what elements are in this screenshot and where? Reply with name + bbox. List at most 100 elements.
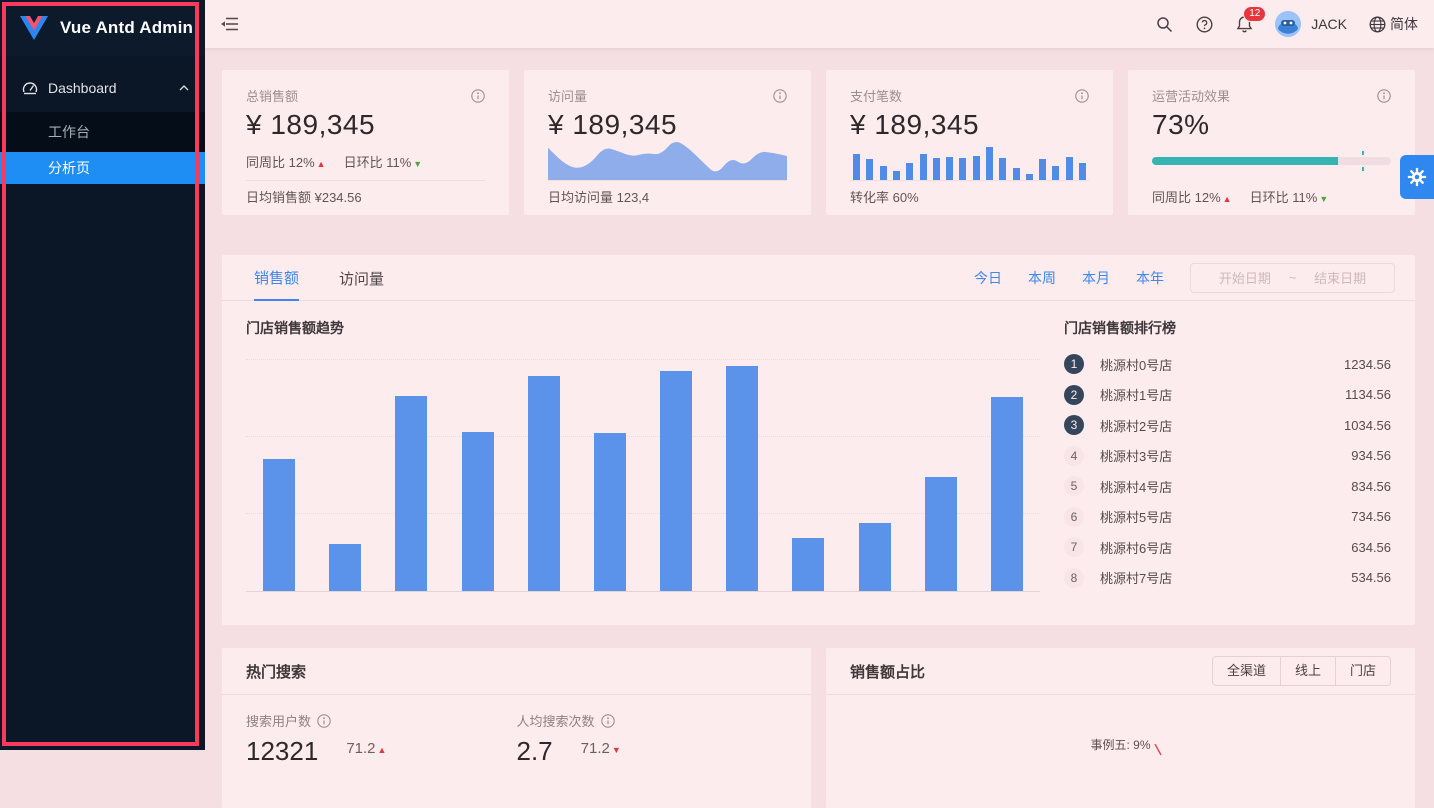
- globe-icon: [1369, 16, 1386, 32]
- gear-icon: [1407, 167, 1427, 187]
- card-value: ¥ 189,345: [548, 109, 678, 140]
- rank-badge: 5: [1064, 476, 1084, 497]
- bar: [972, 156, 980, 180]
- bar: [932, 157, 940, 180]
- stat-card-activity: 运营活动效果 73% 同周比 12% ▲ 日环比 11% ▼: [1128, 70, 1415, 215]
- channel-store-button[interactable]: 门店: [1335, 656, 1391, 686]
- store-sales-bar-chart: [246, 350, 1040, 592]
- info-icon[interactable]: [600, 713, 615, 728]
- sidebar-item-label: Dashboard: [48, 80, 117, 96]
- ranking-row: 6 桃源村5号店 734.56: [1064, 502, 1391, 533]
- trend-up-icon: ▲: [377, 745, 387, 755]
- search-icon[interactable]: [1155, 15, 1173, 33]
- trend-row: 同周比 12% ▲ 日环比 11% ▼: [246, 155, 423, 170]
- info-icon[interactable]: [1377, 88, 1391, 103]
- filter-this-week[interactable]: 本周: [1028, 269, 1056, 286]
- search-per-user-stat: 人均搜索次数 2.7 71.2 ▼: [516, 713, 621, 766]
- rank-badge: 4: [1064, 445, 1084, 466]
- card-title: 支付笔数: [850, 89, 903, 104]
- ranking-row: 5 桃源村4号店 834.56: [1064, 471, 1391, 502]
- date-range-picker[interactable]: 开始日期 ~ 结束日期: [1190, 262, 1395, 293]
- filter-this-year[interactable]: 本年: [1136, 269, 1164, 286]
- sidebar-item-dashboard[interactable]: Dashboard: [0, 64, 205, 112]
- card-footer: 同周比 12% ▲ 日环比 11% ▼: [1152, 190, 1329, 205]
- activity-progress-bar: [1152, 151, 1391, 171]
- end-date-placeholder[interactable]: 结束日期: [1314, 271, 1367, 286]
- progress-fill: [1152, 157, 1339, 165]
- card-title: 访问量: [548, 89, 588, 104]
- bar: [985, 147, 993, 180]
- sales-tabs-bar: 销售额 访问量 今日 本周 本月 本年 开始日期 ~ 结束日期: [222, 255, 1415, 301]
- notification-bell-icon[interactable]: 12: [1235, 6, 1267, 33]
- bar: [792, 537, 825, 591]
- ranking-row: 3 桃源村2号店 1034.56: [1064, 410, 1391, 441]
- card-footer: 日均销售额 ¥234.56: [246, 180, 485, 214]
- bar: [1025, 173, 1033, 180]
- stat-card-payments: 支付笔数 ¥ 189,345 转化率 60%: [826, 70, 1113, 215]
- sidebar-item-analysis[interactable]: 分析页: [0, 152, 205, 184]
- top-header: 12 JACK 简体: [205, 0, 1434, 48]
- sidebar: Vue Antd Admin Dashboard 工作台 分析页: [0, 0, 205, 750]
- help-icon[interactable]: [1195, 15, 1213, 33]
- info-icon[interactable]: [773, 88, 787, 103]
- filter-this-month[interactable]: 本月: [1082, 269, 1110, 286]
- card-title: 总销售额: [246, 89, 299, 104]
- avatar[interactable]: [1275, 11, 1302, 37]
- bar: [924, 476, 957, 591]
- bar: [999, 157, 1007, 180]
- trend-up-icon: ▲: [1222, 194, 1232, 204]
- pie-label-line: [1153, 744, 1162, 756]
- channel-filter-group: 全渠道 线上 门店: [1211, 656, 1391, 686]
- card-value: ¥ 189,345: [850, 109, 980, 140]
- user-name[interactable]: JACK: [1311, 16, 1347, 32]
- settings-button[interactable]: [1400, 155, 1434, 199]
- bar: [906, 163, 914, 180]
- bar: [990, 397, 1023, 591]
- bar: [892, 170, 900, 180]
- info-icon[interactable]: [317, 713, 331, 728]
- filter-today[interactable]: 今日: [974, 269, 1002, 286]
- sidebar-item-workbench[interactable]: 工作台: [0, 112, 205, 152]
- bar: [593, 433, 626, 591]
- bar: [1078, 163, 1086, 180]
- notification-badge: 12: [1243, 6, 1267, 22]
- menu-fold-button[interactable]: [205, 0, 255, 48]
- sidebar-item-label: 工作台: [48, 124, 90, 140]
- card-title: 热门搜索: [246, 663, 307, 681]
- tab-visits[interactable]: 访问量: [339, 271, 385, 288]
- bar: [1039, 159, 1047, 180]
- dashboard-submenu: 工作台 分析页: [0, 112, 205, 184]
- trend-down-icon: ▼: [413, 159, 423, 169]
- bar: [461, 432, 494, 591]
- bar: [726, 366, 759, 591]
- hot-search-card: 热门搜索 搜索用户数 12321 71.2 ▲ 人均搜索次数 2.7 71.2 ▼: [222, 648, 811, 808]
- channel-online-button[interactable]: 线上: [1280, 656, 1336, 686]
- trend-down-icon: ▼: [611, 745, 621, 755]
- chevron-up-icon: [179, 85, 189, 91]
- card-footer: 转化率 60%: [850, 180, 1089, 214]
- trend-chart-title: 门店销售额趋势: [246, 320, 344, 336]
- channel-all-button[interactable]: 全渠道: [1211, 656, 1281, 686]
- vue-logo-icon: [20, 16, 48, 40]
- bar: [866, 159, 874, 180]
- info-icon[interactable]: [1075, 88, 1089, 103]
- ranking-row: 4 桃源村3号店 934.56: [1064, 441, 1391, 472]
- locale-switcher[interactable]: 简体: [1369, 14, 1418, 34]
- bar: [858, 522, 891, 591]
- card-footer: 日均访问量 123,4: [548, 180, 787, 214]
- rank-badge: 3: [1064, 415, 1084, 436]
- app-logo[interactable]: Vue Antd Admin: [0, 0, 205, 56]
- bar: [527, 376, 560, 591]
- sales-proportion-card: 销售额占比 全渠道 线上 门店 事例五: 9%: [826, 648, 1415, 808]
- visits-area-chart: [548, 134, 787, 180]
- sidebar-item-label: 分析页: [48, 160, 90, 176]
- stat-card-visits: 访问量 ¥ 189,345 日均访问量 123,4: [524, 70, 811, 215]
- start-date-placeholder[interactable]: 开始日期: [1218, 271, 1271, 286]
- tab-sales[interactable]: 销售额: [254, 254, 300, 301]
- bar: [1052, 166, 1060, 180]
- bar: [919, 153, 927, 180]
- ranking-title: 门店销售额排行榜: [1064, 320, 1176, 336]
- search-users-stat: 搜索用户数 12321 71.2 ▲: [246, 713, 387, 766]
- info-icon[interactable]: [471, 88, 485, 103]
- ranking-row: 1 桃源村0号店 1234.56: [1064, 349, 1391, 380]
